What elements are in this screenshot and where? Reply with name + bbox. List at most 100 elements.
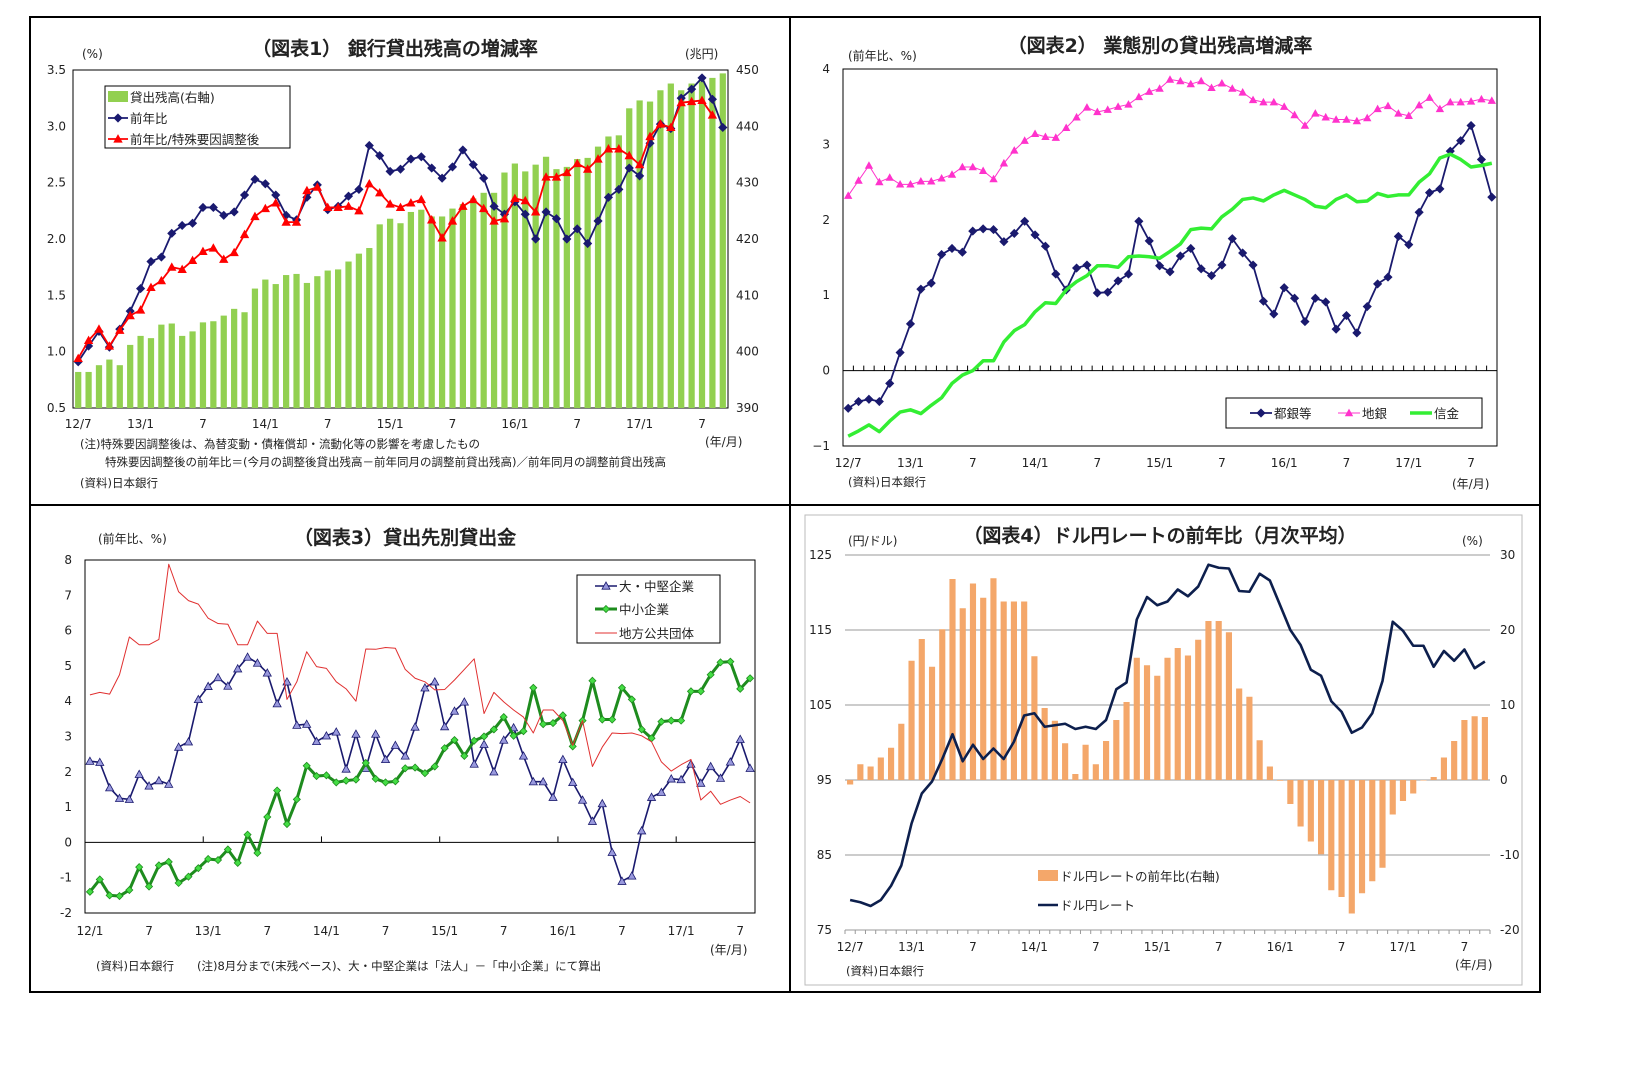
chart4-bar <box>1000 601 1007 780</box>
chart1-bar <box>698 81 706 409</box>
chart1-point <box>551 214 562 224</box>
legend-label: 地銀 <box>1362 406 1388 421</box>
chart2-point <box>1466 120 1476 131</box>
chart1-point <box>198 246 208 255</box>
chart3-point <box>311 736 322 746</box>
chart4-bar <box>969 583 977 780</box>
chart4-bar <box>1021 601 1028 780</box>
chart3-series-0 <box>85 652 755 885</box>
chart2-point <box>999 237 1009 247</box>
chart1-y-tick-label: 3.5 <box>47 63 66 77</box>
chart3-line <box>88 660 752 898</box>
chart3-point <box>460 751 469 760</box>
chart2-point <box>1134 216 1144 226</box>
chart4-y-tick-label: 105 <box>809 698 832 712</box>
chart2-point <box>1010 146 1019 154</box>
chart1-bar <box>542 156 550 408</box>
chart2-point <box>1155 84 1164 92</box>
chart2-point <box>1248 260 1258 270</box>
chart1-bar <box>626 108 633 408</box>
chart2-x-tick-label: 7 <box>969 456 977 470</box>
chart3-point <box>656 787 667 796</box>
chart3-point <box>677 716 686 725</box>
chart3-point <box>469 759 479 768</box>
chart2-series-0 <box>843 120 1497 413</box>
chart3-point <box>420 682 430 692</box>
chart2-point <box>1040 241 1050 251</box>
chart2-point <box>875 177 884 186</box>
chart3-point <box>174 878 183 888</box>
chart1-point <box>479 173 489 183</box>
chart3-point <box>667 716 676 725</box>
chart4-bar <box>1399 780 1407 801</box>
chart1-point <box>146 256 156 267</box>
chart3-point <box>558 754 568 764</box>
chart1-bar <box>657 90 664 408</box>
chart3-point <box>85 756 95 765</box>
chart4-right-unit: (%) <box>1462 534 1483 548</box>
chart1-bar <box>511 163 518 408</box>
chart3-point <box>154 861 163 870</box>
chart4-bar <box>1461 720 1468 780</box>
chart3-point <box>439 721 450 731</box>
chart3-x-unit: (年/月) <box>710 943 747 957</box>
chart3-plot-frame <box>84 559 756 914</box>
chart4-bar <box>1082 744 1089 780</box>
legend-label: 前年比 <box>130 111 168 126</box>
chart3-y-tick-label: 1 <box>64 800 72 814</box>
chart3-point <box>370 729 381 738</box>
chart1-point <box>208 202 218 213</box>
chart2-point <box>1414 100 1424 109</box>
chart1-bar <box>532 164 539 408</box>
chart1-point <box>364 140 374 151</box>
chart4-bar <box>1256 740 1263 780</box>
legend-label: 信金 <box>1434 406 1460 421</box>
chart1-point <box>697 73 707 83</box>
chart3-point <box>646 792 657 801</box>
chart2-x-tick-label: 14/1 <box>1022 456 1049 470</box>
chart4-bar <box>908 660 915 780</box>
chart1-point <box>593 154 603 163</box>
chart4-x-tick-label: 16/1 <box>1267 940 1294 954</box>
chart2-point <box>1217 79 1227 87</box>
chart3-point <box>479 739 489 748</box>
chart4-bar <box>1205 621 1212 780</box>
chart1-y-right-tick-label: 440 <box>736 119 759 133</box>
chart1-bar <box>158 324 165 408</box>
chart2-point <box>937 249 947 260</box>
chart2-line <box>847 124 1493 410</box>
chart1-point <box>582 164 593 173</box>
chart1-bar <box>574 159 581 408</box>
chart4-y-tick-label: 85 <box>817 848 832 862</box>
chart2-point <box>978 224 988 234</box>
chart1-point <box>323 202 333 212</box>
chart1-point <box>531 234 541 244</box>
chart3-point <box>262 668 272 677</box>
chart4-bar <box>857 764 864 780</box>
legend-label: ドル円レートの前年比(右軸) <box>1060 869 1220 884</box>
chart1-bar <box>106 359 113 408</box>
chart1-bar <box>314 276 321 408</box>
chart2-point <box>1311 109 1320 117</box>
chart2-point <box>916 177 926 185</box>
chart1-bar <box>605 136 612 408</box>
chart3-point <box>411 763 420 772</box>
chart3-x-tick-label: 7 <box>618 924 626 938</box>
chart2-point <box>1082 260 1092 270</box>
chart2-left-unit: (前年比、%) <box>848 48 917 63</box>
chart2-point <box>1321 297 1331 307</box>
chart1-bar <box>251 288 259 408</box>
legend-label: 大・中堅企業 <box>619 579 695 594</box>
chart2-point <box>1393 231 1403 241</box>
chart1-right-unit: (兆円) <box>685 47 718 61</box>
chart3-point <box>657 717 666 726</box>
chart4-bar <box>1051 720 1058 780</box>
chart1-bar <box>459 204 466 408</box>
chart2-y-tick-label: 1 <box>822 288 830 302</box>
chart1-x-tick-label: 7 <box>698 417 706 431</box>
chart1-bar <box>376 224 383 408</box>
chart1-x-tick-label: 15/1 <box>377 417 404 431</box>
chart4-bar <box>847 780 854 785</box>
chart3-point <box>193 694 203 704</box>
